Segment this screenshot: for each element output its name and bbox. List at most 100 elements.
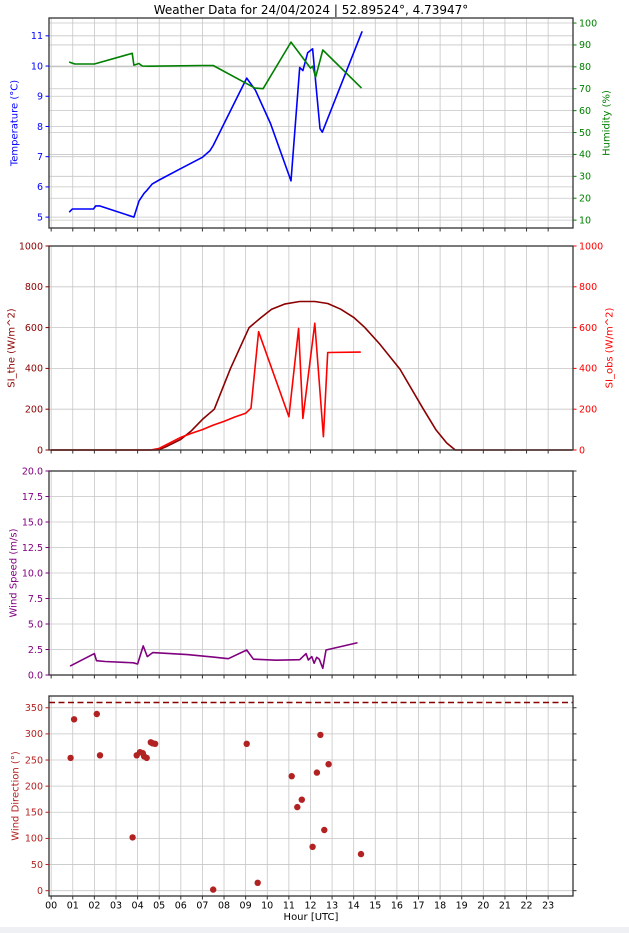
left-tick-marks-wind-direction	[45, 707, 49, 892]
svg-text:90: 90	[579, 40, 591, 51]
svg-text:200: 200	[579, 405, 597, 416]
svg-text:09: 09	[240, 901, 252, 912]
svg-text:00: 00	[45, 901, 57, 912]
svg-text:6: 6	[37, 182, 43, 193]
left-tick-labels-solar-irradiance: 0 200 400 600 800 1000	[19, 241, 43, 456]
svg-text:9: 9	[37, 92, 43, 103]
grid-temperature-humidity	[49, 18, 573, 228]
svg-text:600: 600	[25, 323, 43, 334]
left-tick-marks-temperature-humidity	[45, 35, 49, 218]
svg-text:15.0: 15.0	[22, 517, 43, 528]
x-tick-marks-temperature-humidity	[50, 228, 549, 232]
svg-text:0.0: 0.0	[28, 670, 43, 681]
svg-text:1000: 1000	[579, 241, 603, 252]
svg-text:20: 20	[579, 194, 591, 205]
svg-text:17: 17	[412, 901, 424, 912]
wind-direction-axis-label: Wind Direction (°)	[10, 751, 22, 841]
grid-wind-speed	[49, 470, 573, 676]
svg-text:350: 350	[25, 703, 43, 714]
svg-text:1000: 1000	[19, 241, 43, 252]
svg-text:17.5: 17.5	[22, 492, 43, 503]
svg-text:12.5: 12.5	[22, 543, 43, 554]
si-theoretical-line	[50, 300, 573, 451]
svg-text:10: 10	[261, 901, 273, 912]
spine-temperature-humidity	[48, 17, 574, 229]
right-tick-marks-wind-direction	[573, 707, 577, 892]
svg-text:14: 14	[348, 901, 360, 912]
x-axis-label: Hour [UTC]	[283, 912, 339, 923]
left-tick-labels-wind-speed: 0.0 2.5 5.0 7.5 10.0 12.5 15.0 17.5 20.0	[22, 466, 43, 681]
svg-text:08: 08	[218, 901, 230, 912]
svg-text:400: 400	[579, 364, 597, 375]
grid-solar-irradiance	[49, 245, 573, 451]
left-tick-marks-wind-speed	[45, 470, 49, 676]
svg-text:0: 0	[579, 445, 585, 456]
x-tick-labels: 00 01 02 03 04 05 06 07 08 09 10 11 12 13 14 15 16 17 18 19…	[45, 901, 554, 912]
svg-text:16: 16	[391, 901, 403, 912]
svg-text:19: 19	[456, 901, 468, 912]
svg-text:150: 150	[25, 808, 43, 819]
panel-solar-irradiance: 0 200 400 600 800 1000 0 200 400 600 800 1000	[19, 241, 603, 456]
left-tick-labels-temperature-humidity: 5 6 7 8 9 10 11	[31, 31, 43, 223]
svg-text:600: 600	[579, 323, 597, 334]
svg-text:40: 40	[579, 150, 591, 161]
svg-text:7.5: 7.5	[28, 594, 43, 605]
wind-speed-axis-label: Wind Speed (m/s)	[8, 528, 20, 618]
svg-text:05: 05	[153, 901, 165, 912]
left-tick-labels-wind-direction: 0 50 100 150 200 250 300 350	[25, 703, 43, 897]
x-tick-marks-solar-irradiance	[50, 450, 549, 454]
si-observed-line	[50, 322, 362, 451]
svg-text:06: 06	[175, 901, 187, 912]
si-obs-axis-label: SI_obs (W/m^2)	[604, 307, 616, 389]
svg-text:12: 12	[304, 901, 316, 912]
svg-text:50: 50	[31, 860, 43, 871]
svg-text:80: 80	[579, 62, 591, 73]
x-tick-marks-wind-direction	[50, 896, 549, 900]
svg-text:11: 11	[31, 31, 43, 42]
svg-text:02: 02	[88, 901, 100, 912]
svg-text:0: 0	[37, 886, 43, 897]
left-tick-marks-solar-irradiance	[45, 245, 49, 451]
svg-text:5: 5	[37, 212, 43, 223]
svg-text:100: 100	[579, 18, 597, 29]
panel-wind-speed: 0.0 2.5 5.0 7.5 10.0 12.5 15.0 17.5 20.0	[22, 466, 577, 681]
si-the-axis-label: SI_the (W/m^2)	[6, 308, 18, 388]
svg-text:13: 13	[326, 901, 338, 912]
svg-text:0: 0	[37, 445, 43, 456]
svg-text:10.0: 10.0	[22, 568, 43, 579]
svg-text:15: 15	[369, 901, 381, 912]
spine-solar-irradiance	[48, 245, 574, 451]
svg-text:8: 8	[37, 122, 43, 133]
wind-speed-line	[69, 642, 358, 670]
svg-text:100: 100	[25, 834, 43, 845]
chart-title: Weather Data for 24/04/2024 | 52.89524°,…	[153, 3, 469, 17]
svg-text:5.0: 5.0	[28, 619, 43, 630]
humidity-axis-label: Humidity (%)	[601, 90, 613, 156]
svg-text:400: 400	[25, 364, 43, 375]
right-tick-marks-wind-speed	[573, 470, 577, 676]
wind-direction-points	[67, 710, 365, 893]
right-tick-marks-solar-irradiance	[573, 245, 577, 451]
right-tick-labels-temperature-humidity: 10 20 30 40 50 60 70 80 90 100	[579, 18, 597, 226]
svg-text:60: 60	[579, 106, 591, 117]
svg-text:250: 250	[25, 755, 43, 766]
svg-text:20.0: 20.0	[22, 466, 43, 477]
svg-text:01: 01	[67, 901, 79, 912]
svg-text:22: 22	[520, 901, 532, 912]
svg-text:50: 50	[579, 128, 591, 139]
svg-text:30: 30	[579, 172, 591, 183]
panel-temperature-humidity: 5 6 7 8 9 10 11 10 20 30 40 50 60 70 80 90 100	[31, 17, 597, 232]
svg-text:10: 10	[579, 215, 591, 226]
grid-wind-direction	[49, 696, 573, 896]
x-tick-marks-wind-speed	[50, 675, 549, 679]
temperature-line	[68, 31, 363, 218]
svg-text:07: 07	[196, 901, 208, 912]
window-bottom-strip	[0, 927, 629, 933]
svg-text:70: 70	[579, 84, 591, 95]
svg-text:18: 18	[434, 901, 446, 912]
svg-text:800: 800	[579, 282, 597, 293]
svg-text:800: 800	[25, 282, 43, 293]
